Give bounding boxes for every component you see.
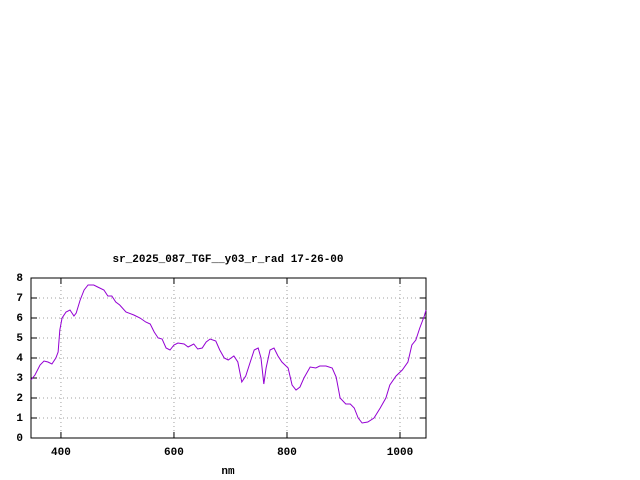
- y-tick-label: 5: [16, 333, 23, 345]
- x-tick-label: 600: [164, 447, 184, 459]
- chart-title: sr_2025_087_TGF__y03_r_rad 17-26-00: [112, 254, 343, 266]
- y-tick-label: 2: [16, 393, 23, 405]
- y-tick-label: 7: [16, 293, 23, 305]
- y-tick-label: 8: [16, 273, 23, 285]
- x-tick-label: 800: [277, 447, 297, 459]
- y-tick-label: 3: [16, 373, 23, 385]
- x-axis-label: nm: [221, 466, 235, 478]
- y-tick-label: 4: [16, 353, 23, 365]
- y-tick-label: 6: [16, 313, 23, 325]
- y-tick-label: 1: [16, 413, 23, 425]
- x-tick-label: 1000: [387, 447, 413, 459]
- plot-border: [30, 277, 427, 439]
- x-tick-label: 400: [51, 447, 71, 459]
- data-line: [30, 284, 427, 424]
- y-tick-label: 0: [16, 433, 23, 445]
